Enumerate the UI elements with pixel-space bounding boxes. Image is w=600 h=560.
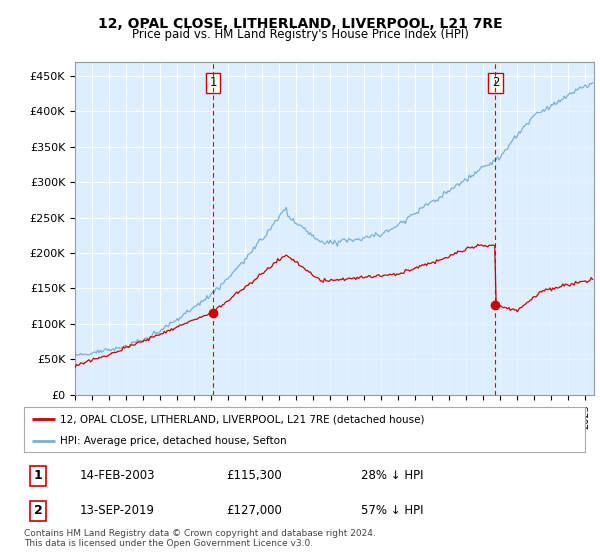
Text: £115,300: £115,300 [226, 469, 282, 482]
Text: 1: 1 [34, 469, 43, 482]
Text: 2: 2 [34, 504, 43, 517]
Text: 57% ↓ HPI: 57% ↓ HPI [361, 504, 423, 517]
Text: 1: 1 [209, 76, 217, 90]
Text: £127,000: £127,000 [226, 504, 282, 517]
Text: 12, OPAL CLOSE, LITHERLAND, LIVERPOOL, L21 7RE (detached house): 12, OPAL CLOSE, LITHERLAND, LIVERPOOL, L… [61, 414, 425, 424]
Text: Contains HM Land Registry data © Crown copyright and database right 2024.
This d: Contains HM Land Registry data © Crown c… [24, 529, 376, 548]
Text: 28% ↓ HPI: 28% ↓ HPI [361, 469, 423, 482]
Text: 12, OPAL CLOSE, LITHERLAND, LIVERPOOL, L21 7RE: 12, OPAL CLOSE, LITHERLAND, LIVERPOOL, L… [98, 17, 502, 31]
Text: 2: 2 [492, 76, 499, 90]
Text: 14-FEB-2003: 14-FEB-2003 [80, 469, 155, 482]
Text: HPI: Average price, detached house, Sefton: HPI: Average price, detached house, Seft… [61, 436, 287, 446]
Text: Price paid vs. HM Land Registry's House Price Index (HPI): Price paid vs. HM Land Registry's House … [131, 28, 469, 41]
Text: 13-SEP-2019: 13-SEP-2019 [80, 504, 155, 517]
